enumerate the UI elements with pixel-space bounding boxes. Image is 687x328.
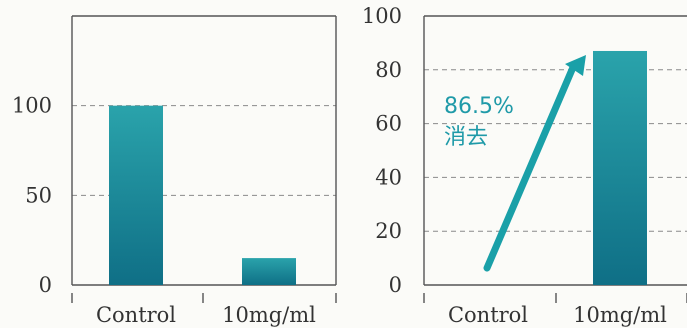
left-ytick-label-0: 0 <box>39 273 52 297</box>
left-bar-10mg-ml <box>242 258 296 285</box>
left-ytick-label-50: 50 <box>25 183 52 207</box>
right-category-label-control: Control <box>448 303 528 327</box>
right-ytick-label-100: 100 <box>362 4 402 28</box>
right-ytick-label-40: 40 <box>375 165 402 189</box>
right-ytick-label-20: 20 <box>375 219 402 243</box>
increase-arrow-shaft <box>483 61 578 272</box>
right-ytick-label-60: 60 <box>375 112 402 136</box>
right-bar-chart: 0 20 40 60 80 100 Control 10mg/ml 86.5% 消去 <box>362 4 687 327</box>
right-ytick-label-0: 0 <box>389 273 402 297</box>
annotation-label: 消去 <box>444 125 488 150</box>
right-category-label-10mg-ml: 10mg/ml <box>573 303 667 327</box>
increase-arrow-head <box>565 55 586 76</box>
left-category-label-control: Control <box>96 303 176 327</box>
left-ytick-label-100: 100 <box>12 94 52 118</box>
right-bar-10mg-ml <box>593 50 647 285</box>
left-bar-chart: 0 50 100 Control 10mg/ml <box>12 15 337 327</box>
left-category-label-10mg-ml: 10mg/ml <box>222 303 316 327</box>
annotation-percent: 86.5% <box>444 94 514 119</box>
right-ytick-label-80: 80 <box>375 58 402 82</box>
left-bar-control <box>109 105 163 286</box>
elimination-annotation: 86.5% 消去 <box>444 55 586 272</box>
